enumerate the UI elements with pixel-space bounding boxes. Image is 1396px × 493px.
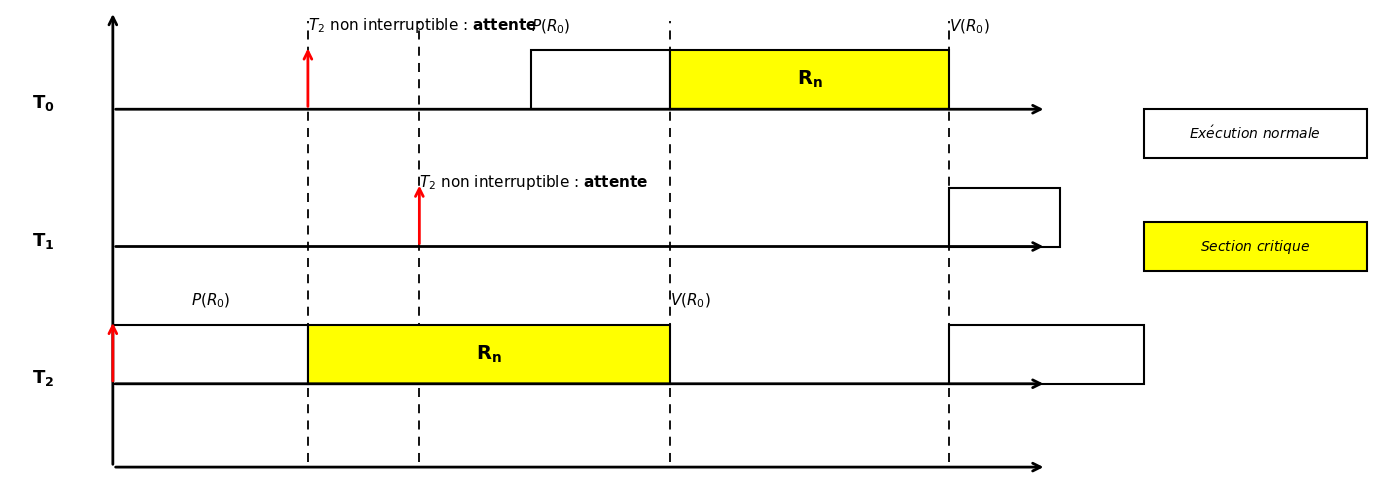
Text: $\mathit{Section\ critique}$: $\mathit{Section\ critique}$ [1201,238,1311,255]
Bar [949,188,1060,246]
Bar [309,325,670,384]
Text: $T_2$ non interruptible : $\mathit{\mathbf{attente}}$: $T_2$ non interruptible : $\mathit{\math… [309,16,537,35]
Bar [670,50,949,109]
Bar [1143,109,1367,158]
Bar [113,325,309,384]
Bar [530,50,670,109]
Text: $V(R_0)$: $V(R_0)$ [949,17,990,35]
Text: $P(R_0)$: $P(R_0)$ [530,17,571,35]
Text: $\mathbf{T_1}$: $\mathbf{T_1}$ [32,231,54,250]
Bar [1143,222,1367,271]
Text: $\mathbf{R_n}$: $\mathbf{R_n}$ [476,344,503,365]
Bar [949,325,1143,384]
Text: $V(R_0)$: $V(R_0)$ [670,292,711,310]
Text: $\mathbf{T_0}$: $\mathbf{T_0}$ [32,93,54,113]
Text: $T_2$ non interruptible : $\mathit{\mathbf{attente}}$: $T_2$ non interruptible : $\mathit{\math… [419,173,649,192]
Text: $\mathit{Ex\'{e}cution\ normale}$: $\mathit{Ex\'{e}cution\ normale}$ [1189,125,1321,142]
Text: $\mathbf{T_2}$: $\mathbf{T_2}$ [32,368,54,388]
Text: $\mathbf{R_n}$: $\mathbf{R_n}$ [797,69,822,91]
Text: $P(R_0)$: $P(R_0)$ [191,292,230,310]
